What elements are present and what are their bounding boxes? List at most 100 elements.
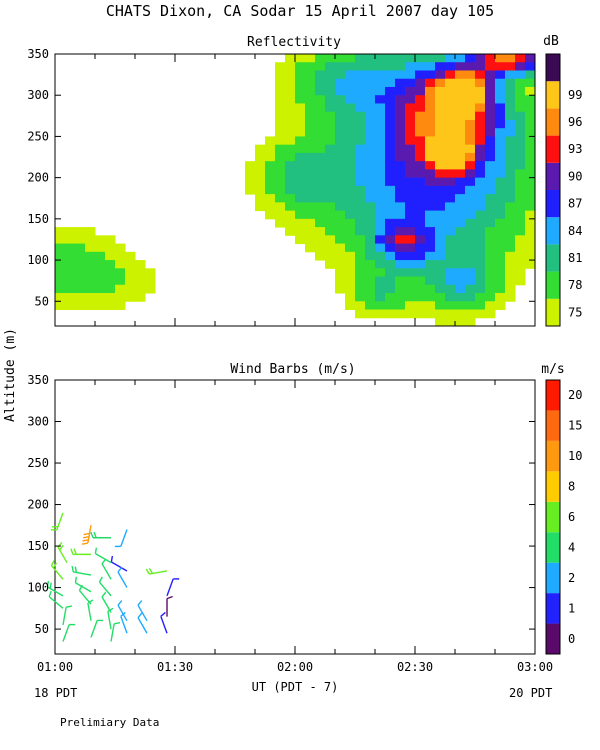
y-tick-label: 300 <box>27 415 49 429</box>
reflectivity-cell <box>465 119 476 129</box>
reflectivity-cell <box>255 161 266 170</box>
reflectivity-cell <box>95 268 106 278</box>
reflectivity-cell <box>285 161 296 170</box>
reflectivity-cell <box>135 276 146 286</box>
reflectivity-cell <box>325 161 336 170</box>
barb-staff <box>62 624 70 642</box>
reflectivity-cell <box>425 119 436 129</box>
reflectivity-cell <box>505 144 516 154</box>
wind-barb <box>57 541 68 564</box>
reflectivity-cell <box>455 78 466 88</box>
reflectivity-cell <box>355 119 366 129</box>
reflectivity-cell <box>415 70 426 80</box>
colorbar-label: 96 <box>568 115 582 129</box>
wind-colorbar-unit: m/s <box>541 362 564 377</box>
reflectivity-cell <box>335 136 346 146</box>
reflectivity-cell <box>315 185 326 195</box>
reflectivity-cell <box>475 301 486 311</box>
barb-staff <box>160 616 168 634</box>
reflectivity-cell <box>485 144 496 154</box>
reflectivity-cell <box>315 243 326 253</box>
reflectivity-cell <box>395 78 406 88</box>
reflectivity-cell <box>345 227 356 236</box>
colorbar-swatch <box>546 190 560 218</box>
wind-frame <box>54 379 536 655</box>
reflectivity-cell <box>305 70 316 80</box>
wind-barb <box>160 611 168 634</box>
barb-flag <box>50 559 55 566</box>
reflectivity-cell <box>505 62 516 71</box>
reflectivity-cell <box>325 119 336 129</box>
reflectivity-cell <box>415 301 426 311</box>
reflectivity-cell <box>455 210 466 220</box>
y-tick-label: 250 <box>27 129 49 143</box>
barb-flag <box>110 555 114 563</box>
reflectivity-cell <box>375 284 386 294</box>
reflectivity-cell <box>145 276 156 286</box>
reflectivity-cell <box>385 309 396 319</box>
reflectivity-cell <box>455 227 466 236</box>
reflectivity-cell <box>435 95 446 104</box>
reflectivity-cell <box>405 111 416 121</box>
reflectivity-cell <box>455 309 466 319</box>
reflectivity-cell <box>515 86 526 96</box>
reflectivity-cell <box>385 95 396 104</box>
reflectivity-cell <box>515 128 526 137</box>
reflectivity-cell <box>305 119 316 129</box>
reflectivity-cell <box>475 227 486 236</box>
reflectivity-cell <box>255 152 266 162</box>
reflectivity-cell <box>445 70 456 80</box>
reflectivity-cell <box>525 235 535 245</box>
reflectivity-cell <box>475 95 486 104</box>
reflectivity-cell <box>65 268 76 278</box>
reflectivity-cell <box>125 268 136 278</box>
barb-flag <box>82 539 89 542</box>
reflectivity-cell <box>455 284 466 294</box>
reflectivity-cell <box>65 276 76 286</box>
reflectivity-cell <box>325 227 336 236</box>
reflectivity-cell <box>485 152 496 162</box>
reflectivity-cell <box>495 103 506 113</box>
reflectivity-cell <box>505 284 516 294</box>
reflectivity-cell <box>375 202 386 212</box>
reflectivity-cell <box>505 152 516 162</box>
reflectivity-cell <box>335 251 346 261</box>
reflectivity-cell <box>465 301 476 311</box>
reflectivity-cell <box>285 62 296 71</box>
reflectivity-cell <box>505 70 516 80</box>
y-tick-label: 350 <box>27 47 49 61</box>
reflectivity-cell <box>425 218 436 228</box>
reflectivity-cell <box>285 227 296 236</box>
reflectivity-cell <box>325 78 336 88</box>
reflectivity-cell <box>55 260 66 269</box>
reflectivity-cell <box>385 86 396 96</box>
reflectivity-cell <box>305 95 316 104</box>
reflectivity-cell <box>515 119 526 129</box>
reflectivity-cell <box>515 78 526 88</box>
reflectivity-cell <box>355 284 366 294</box>
reflectivity-cell <box>315 86 326 96</box>
reflectivity-cell <box>475 194 486 203</box>
reflectivity-cell <box>415 235 426 245</box>
x-tick-label: 01:30 <box>157 660 193 674</box>
reflectivity-cell <box>505 95 516 104</box>
reflectivity-cell <box>375 218 386 228</box>
wind-barb <box>166 595 173 617</box>
reflectivity-cell <box>265 152 276 162</box>
reflectivity-cell <box>455 169 466 179</box>
reflectivity-cell <box>315 128 326 137</box>
wind-barb <box>81 525 92 545</box>
barb-flag <box>49 582 52 589</box>
reflectivity-cell <box>485 169 496 179</box>
reflectivity-cell <box>525 169 535 179</box>
reflectivity-cell <box>455 235 466 245</box>
reflectivity-cell <box>505 293 516 302</box>
reflectivity-cell <box>365 128 376 137</box>
reflectivity-cell <box>115 293 126 302</box>
reflectivity-cell <box>455 202 466 212</box>
right-time-note: 20 PDT <box>509 686 552 700</box>
reflectivity-cell <box>425 309 436 319</box>
reflectivity-cell <box>495 152 506 162</box>
colorbar-swatch <box>546 471 560 502</box>
reflectivity-cell <box>415 144 426 154</box>
